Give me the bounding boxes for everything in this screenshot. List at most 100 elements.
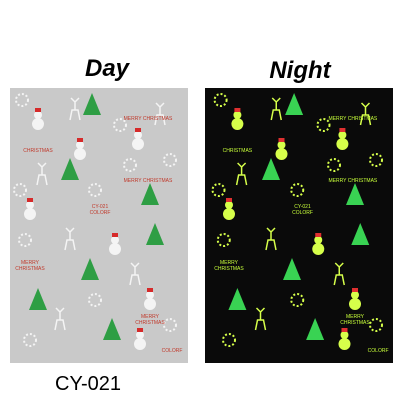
snowman-head	[338, 131, 347, 139]
snowman-hat	[234, 108, 241, 112]
snowman-hat	[339, 128, 346, 132]
snowflake-sticker	[88, 293, 102, 307]
sticker-text: COLORF	[368, 348, 389, 354]
snowman-hat	[278, 138, 285, 142]
deer-sticker	[265, 227, 277, 251]
snowflake-sticker	[216, 233, 231, 247]
snowman-head	[340, 331, 349, 339]
snowman-head	[76, 141, 84, 149]
snowflake-sticker	[163, 153, 177, 167]
tree-sticker	[103, 318, 121, 340]
day-sheet	[10, 88, 188, 363]
snowman-hat	[315, 233, 322, 237]
snowman-head	[111, 236, 119, 244]
tree-sticker	[83, 93, 101, 115]
deer-sticker	[129, 262, 141, 286]
snowman-head	[136, 331, 144, 339]
snowman-body	[74, 148, 86, 160]
sticker-text: MERRY CHRISTMAS	[329, 116, 378, 122]
sticker-text: CY-021	[294, 204, 311, 210]
tree-sticker	[262, 158, 280, 180]
snowman-body	[275, 148, 288, 160]
snowman-body	[312, 243, 325, 255]
snowflake-sticker	[88, 183, 102, 197]
snowman-hat	[352, 288, 358, 292]
snowflake-sticker	[316, 118, 331, 132]
sticker-text: CHRISTMAS	[23, 148, 53, 154]
snowflake-sticker	[369, 318, 383, 332]
tree-sticker	[146, 223, 164, 245]
tree-sticker	[61, 158, 79, 180]
tree-sticker	[285, 93, 304, 115]
sticker-text: COLORF	[162, 348, 183, 354]
sticker-text: CY-021	[92, 204, 109, 210]
snowflake-sticker	[163, 318, 177, 332]
snowman-body	[32, 118, 44, 130]
snowman-head	[34, 111, 42, 119]
snowman-body	[336, 138, 349, 150]
snowman-head	[351, 291, 359, 299]
snowflake-sticker	[290, 293, 305, 307]
sticker-text: MERRY	[220, 260, 239, 266]
deer-sticker	[270, 97, 282, 121]
tree-sticker	[346, 183, 364, 205]
snowman-head	[314, 236, 323, 244]
tree-sticker	[306, 318, 325, 340]
snowflake-sticker	[369, 153, 383, 167]
sticker-text: MERRY CHRISTMAS	[329, 178, 378, 184]
snowflake-sticker	[123, 158, 137, 172]
snowman-hat	[147, 288, 153, 292]
snowman-hat	[112, 233, 118, 237]
snowflake-sticker	[211, 183, 226, 197]
deer-sticker	[359, 102, 372, 126]
snowman-hat	[135, 128, 141, 132]
sticker-text: MERRY CHRISTMAS	[124, 178, 173, 184]
snowman-head	[134, 131, 142, 139]
snowflake-sticker	[18, 233, 32, 247]
night-stickers: MERRY CHRISTMAS CHRISTMAS MERRY CHRISTMAS C…	[211, 93, 389, 354]
deer-sticker	[235, 162, 248, 186]
snowflake-sticker	[13, 183, 27, 197]
deer-sticker	[64, 227, 76, 251]
deer-sticker	[54, 307, 66, 331]
snowman-head	[146, 291, 154, 299]
snowman-head	[277, 141, 286, 149]
tree-sticker	[228, 288, 247, 310]
snowflake-sticker	[327, 158, 341, 172]
deer-sticker	[154, 102, 166, 126]
sticker-text: MERRY	[21, 260, 40, 266]
snowflake-sticker	[23, 333, 37, 347]
sticker-text: CHRISTMAS	[214, 266, 244, 272]
snowman-body	[24, 208, 36, 220]
sticker-text: COLORF	[90, 210, 111, 216]
snowman-body	[144, 298, 156, 310]
tree-sticker	[283, 258, 301, 280]
sticker-text: COLORF	[292, 210, 313, 216]
snowman-head	[233, 111, 242, 119]
snowman-body	[134, 338, 146, 350]
snowman-hat	[35, 108, 41, 112]
snowflake-sticker	[222, 333, 236, 347]
tree-sticker	[81, 258, 99, 280]
deer-sticker	[254, 307, 267, 331]
snowflake-sticker	[15, 93, 29, 107]
tree-sticker	[29, 288, 47, 310]
day-label: Day	[85, 55, 131, 82]
sticker-text: MERRY	[141, 314, 160, 320]
snowman-body	[223, 208, 235, 220]
snowman-hat	[226, 198, 232, 202]
night-sheet	[205, 88, 393, 363]
sticker-text: MERRY	[346, 314, 365, 320]
snowman-hat	[137, 328, 143, 332]
snowman-body	[349, 298, 361, 310]
snowflake-sticker	[290, 183, 305, 197]
snowman-head	[225, 201, 233, 209]
deer-sticker	[69, 97, 81, 121]
sticker-text: CHRISTMAS	[135, 320, 165, 326]
snowman-body	[231, 118, 244, 130]
tree-sticker	[141, 183, 159, 205]
snowman-hat	[341, 328, 348, 332]
snowflake-sticker	[213, 93, 228, 107]
